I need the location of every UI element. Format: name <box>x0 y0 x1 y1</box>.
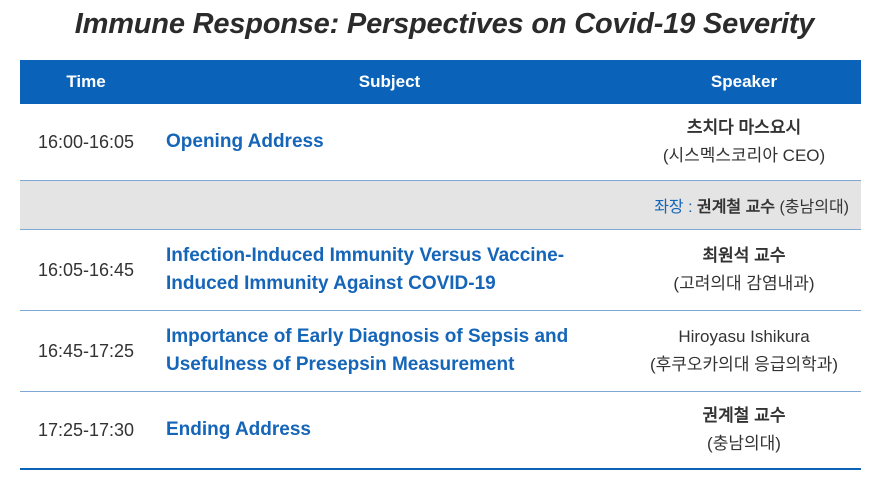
speaker-name: Hiroyasu Ishikura <box>678 327 810 346</box>
page-title: Immune Response: Perspectives on Covid-1… <box>74 8 815 40</box>
chair-info: 좌장 : 권계철 교수 (충남의대) <box>654 193 861 217</box>
header-speaker: Speaker <box>710 72 778 91</box>
session-subject: Opening Address <box>152 128 627 156</box>
chair-row: 좌장 : 권계철 교수 (충남의대) <box>20 181 861 230</box>
chair-label: 좌장 : <box>654 199 697 216</box>
speaker-name: 권계철 교수 <box>702 406 786 425</box>
subject-line: Ending Address <box>166 419 311 440</box>
subject-line: Opening Address <box>166 131 324 152</box>
speaker-affiliation: (고려의대 감염내과) <box>673 274 815 293</box>
session-time: 16:05-16:45 <box>37 259 135 280</box>
table-row: 16:05-16:45 Infection-Induced Immunity V… <box>20 230 861 311</box>
speaker-name: 최원석 교수 <box>702 246 786 265</box>
speaker-affiliation: (시스멕스코리아 CEO) <box>662 146 826 165</box>
session-time: 16:00-16:05 <box>37 131 135 152</box>
session-subject: Importance of Early Diagnosis of Sepsis … <box>152 323 627 379</box>
table-header: Time Subject Speaker <box>20 60 861 104</box>
session-subject: Infection-Induced Immunity Versus Vaccin… <box>152 242 627 298</box>
session-speaker: Hiroyasu Ishikura (후쿠오카의대 응급의학과) <box>627 323 861 379</box>
header-time: Time <box>66 72 106 91</box>
subject-line: Usefulness of Presepsin Measurement <box>166 354 515 375</box>
speaker-affiliation: (충남의대) <box>707 434 781 453</box>
table-row: 16:00-16:05 Opening Address 츠치다 마스요시 (시스… <box>20 104 861 181</box>
session-subject: Ending Address <box>152 416 627 444</box>
session-speaker: 권계철 교수 (충남의대) <box>627 402 861 458</box>
session-speaker: 최원석 교수 (고려의대 감염내과) <box>627 242 861 298</box>
session-time: 16:45-17:25 <box>37 340 135 361</box>
subject-line: Induced Immunity Against COVID-19 <box>166 273 496 294</box>
table-row: 17:25-17:30 Ending Address 권계철 교수 (충남의대) <box>20 392 861 470</box>
chair-name: 권계철 교수 <box>696 199 776 216</box>
table-row: 16:45-17:25 Importance of Early Diagnosi… <box>20 311 861 392</box>
subject-line: Infection-Induced Immunity Versus Vaccin… <box>166 245 565 266</box>
session-time: 17:25-17:30 <box>37 419 135 440</box>
speaker-name: 츠치다 마스요시 <box>686 118 802 137</box>
session-speaker: 츠치다 마스요시 (시스멕스코리아 CEO) <box>627 114 861 170</box>
chair-affiliation: (충남의대) <box>775 199 849 216</box>
speaker-affiliation: (후쿠오카의대 응급의학과) <box>649 355 839 374</box>
schedule-table: Time Subject Speaker 16:00-16:05 Opening… <box>20 60 861 470</box>
subject-line: Importance of Early Diagnosis of Sepsis … <box>166 326 569 347</box>
header-subject: Subject <box>358 72 421 91</box>
